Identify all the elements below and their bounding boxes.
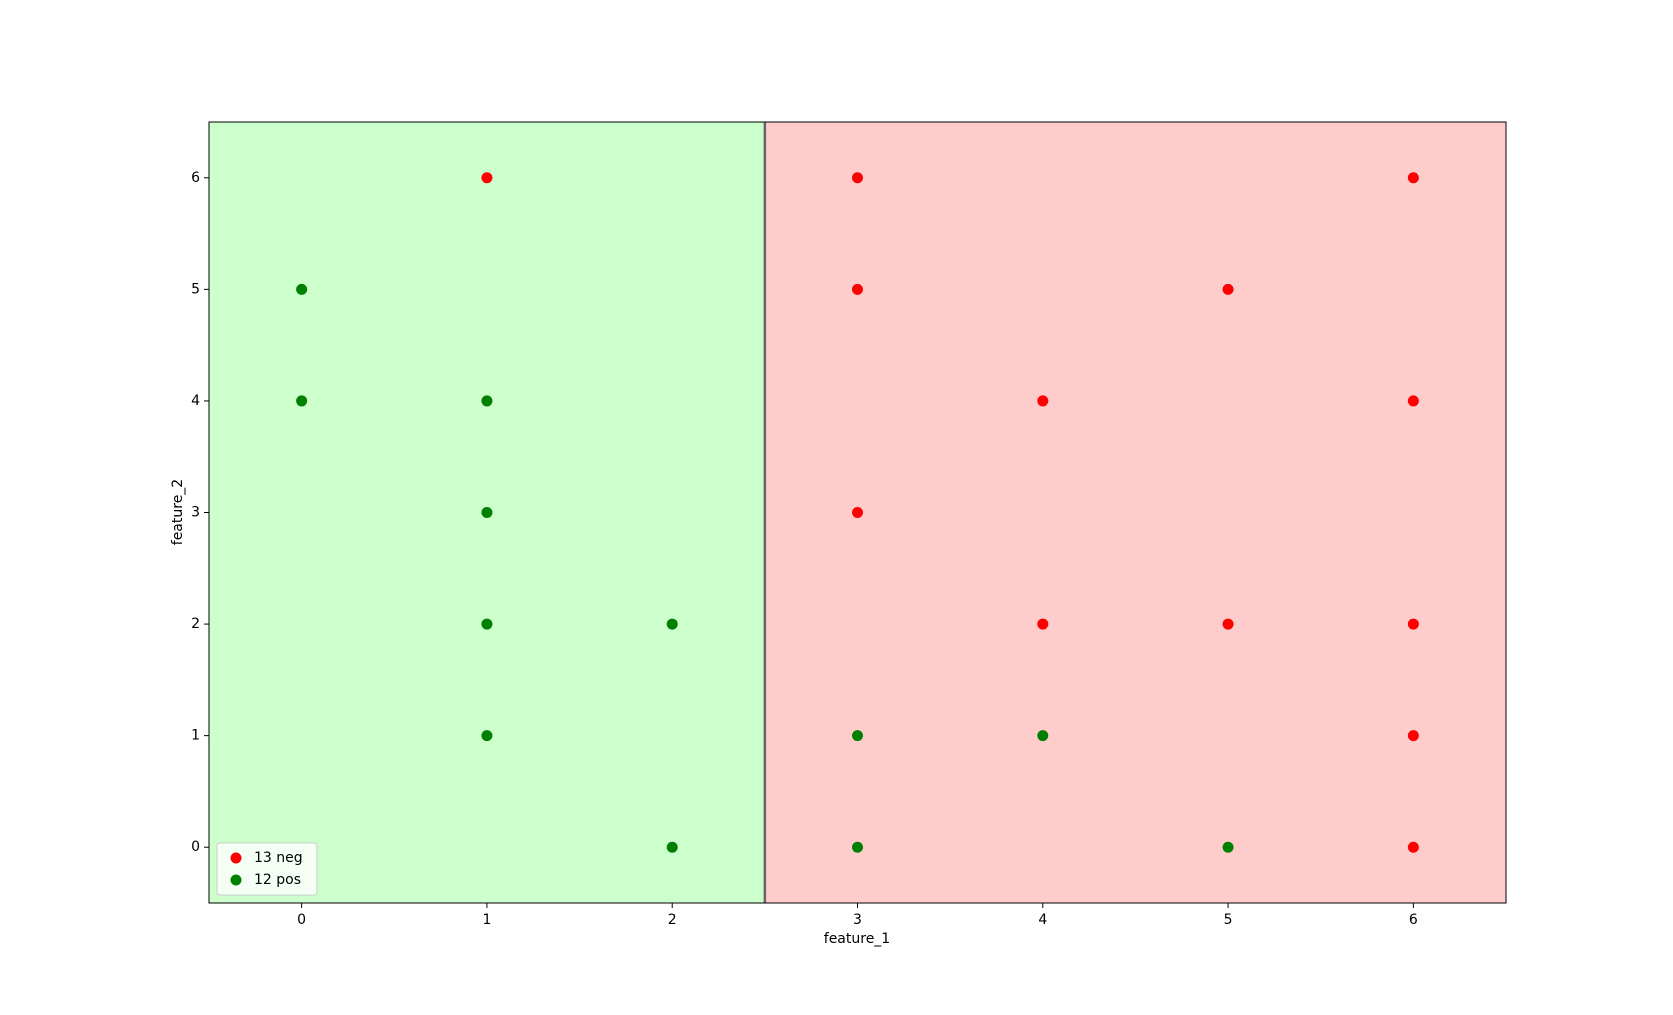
y-tick-label: 2 xyxy=(191,616,200,632)
point xyxy=(481,730,493,742)
legend-marker xyxy=(230,852,242,864)
y-tick-label: 4 xyxy=(191,393,200,409)
point xyxy=(1037,618,1049,630)
y-axis-label: feature_2 xyxy=(170,479,186,545)
point xyxy=(296,283,308,295)
y-tick-label: 3 xyxy=(191,505,200,521)
point xyxy=(1407,172,1419,184)
point xyxy=(1222,283,1234,295)
plot-frame xyxy=(208,121,1507,904)
point xyxy=(481,618,493,630)
legend-box xyxy=(216,842,318,896)
x-tick-label: 6 xyxy=(1409,912,1418,928)
legend-marker xyxy=(230,874,242,886)
point xyxy=(666,618,678,630)
point xyxy=(481,395,493,407)
point xyxy=(852,507,863,518)
x-tick-label: 0 xyxy=(297,912,306,928)
point xyxy=(481,507,493,518)
x-tick-label: 3 xyxy=(853,912,862,928)
point xyxy=(1222,618,1234,630)
x-axis-label: feature_1 xyxy=(824,931,890,947)
point xyxy=(666,841,678,853)
y-tick-label: 1 xyxy=(191,728,200,744)
x-tick-label: 1 xyxy=(482,912,491,928)
point xyxy=(1407,841,1419,853)
y-tick-label: 5 xyxy=(191,281,200,297)
point xyxy=(852,841,863,853)
y-tick-label: 6 xyxy=(191,170,200,186)
legend-label: 13 neg xyxy=(254,850,303,866)
point xyxy=(1407,730,1419,742)
x-tick-label: 2 xyxy=(668,912,677,928)
point xyxy=(1407,618,1419,630)
x-tick-label: 4 xyxy=(1038,912,1047,928)
point xyxy=(296,395,308,407)
point xyxy=(852,172,863,184)
x-tick-label: 5 xyxy=(1224,912,1233,928)
point xyxy=(852,730,863,742)
point xyxy=(1407,395,1419,407)
point xyxy=(1037,395,1049,407)
point xyxy=(1222,841,1234,853)
point xyxy=(852,283,863,295)
y-tick-label: 0 xyxy=(191,839,200,855)
point xyxy=(1037,730,1049,742)
legend-label: 12 pos xyxy=(254,872,301,888)
point xyxy=(481,172,493,184)
region-right xyxy=(764,122,1506,903)
